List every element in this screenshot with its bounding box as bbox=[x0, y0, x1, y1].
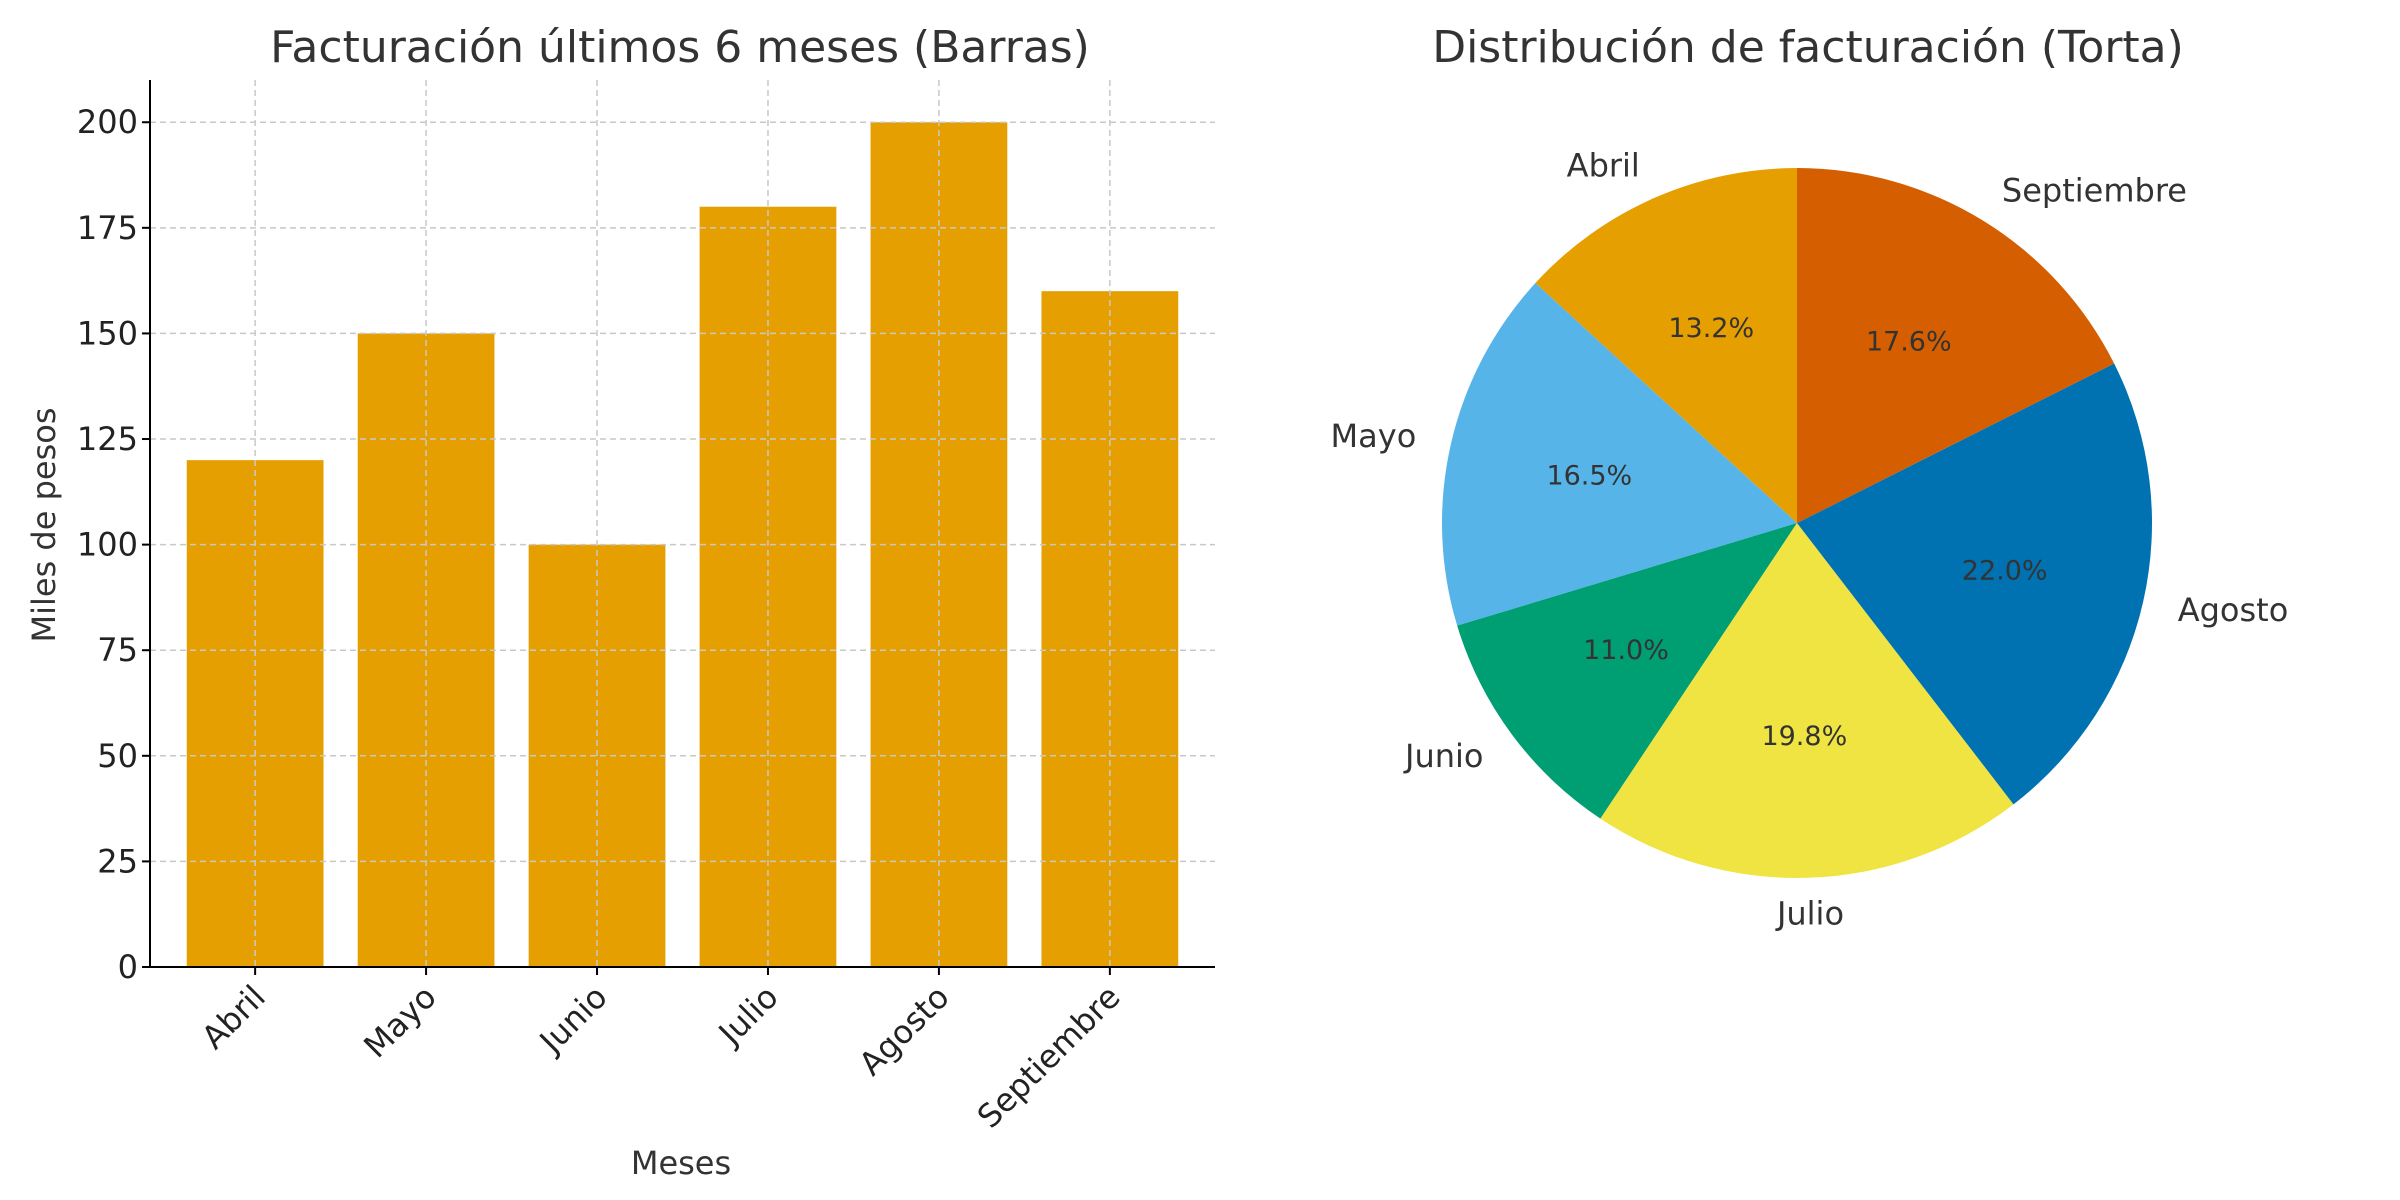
y-tick-label: 150 bbox=[77, 314, 138, 352]
pie-category-label: Septiembre bbox=[2002, 172, 2187, 210]
pie-chart-title: Distribución de facturación (Torta) bbox=[1432, 22, 2184, 73]
y-tick-label: 50 bbox=[97, 737, 138, 775]
pie-slice-abril bbox=[1535, 168, 1797, 523]
bar-chart-grid bbox=[150, 80, 1215, 967]
pie-category-label: Mayo bbox=[1331, 417, 1417, 455]
pie-percent-label: 22.0% bbox=[1962, 555, 2048, 586]
bar-chart-x-ticks: Abril Mayo Junio Julio Agosto Septiembre bbox=[194, 967, 1128, 1136]
x-tick-label: Mayo bbox=[356, 978, 443, 1065]
x-tick-label: Septiembre bbox=[970, 978, 1128, 1136]
bar-chart-y-axis-label: Miles de pesos bbox=[25, 407, 63, 642]
x-tick-label: Abril bbox=[194, 978, 273, 1057]
bar-chart: Facturación últimos 6 meses (Barras) 0 25… bbox=[25, 22, 1215, 1182]
x-tick-label: Junio bbox=[531, 978, 615, 1062]
pie-percent-label: 11.0% bbox=[1583, 635, 1669, 666]
pie-chart-labels: 13.2% Abril 16.5% Mayo 11.0% Junio 19.8% Julio 2… bbox=[1331, 147, 2289, 933]
pie-chart: Distribución de facturación (Torta) 13.2… bbox=[1331, 22, 2289, 932]
bar-chart-title: Facturación últimos 6 meses (Barras) bbox=[270, 22, 1090, 73]
bar-chart-x-axis-label: Meses bbox=[631, 1144, 731, 1182]
y-tick-label: 0 bbox=[118, 948, 138, 986]
pie-slice-mayo bbox=[1442, 283, 1797, 626]
pie-category-label: Agosto bbox=[2178, 591, 2289, 629]
pie-category-label: Julio bbox=[1775, 894, 1844, 932]
pie-category-label: Abril bbox=[1567, 147, 1640, 185]
y-tick-label: 125 bbox=[77, 420, 138, 458]
pie-slice-agosto bbox=[1797, 363, 2153, 805]
pie-percent-label: 16.5% bbox=[1546, 461, 1632, 492]
pie-percent-label: 13.2% bbox=[1668, 313, 1754, 344]
pie-percent-label: 17.6% bbox=[1866, 327, 1952, 358]
pie-slice-septiembre bbox=[1797, 168, 2115, 523]
y-tick-label: 175 bbox=[77, 209, 138, 247]
x-tick-label: Julio bbox=[710, 978, 786, 1054]
y-tick-label: 25 bbox=[97, 842, 138, 880]
y-tick-label: 200 bbox=[77, 103, 138, 141]
y-tick-label: 75 bbox=[97, 631, 138, 669]
pie-category-label: Junio bbox=[1403, 737, 1483, 775]
pie-slice-junio bbox=[1457, 523, 1797, 819]
bar-chart-y-ticks: 0 25 50 75 100 125 150 175 200 bbox=[77, 103, 150, 986]
pie-chart-slices bbox=[1442, 168, 2153, 878]
y-tick-label: 100 bbox=[77, 526, 138, 564]
pie-slice-julio bbox=[1600, 523, 2014, 878]
pie-percent-label: 19.8% bbox=[1761, 721, 1847, 752]
x-tick-label: Agosto bbox=[852, 978, 957, 1083]
